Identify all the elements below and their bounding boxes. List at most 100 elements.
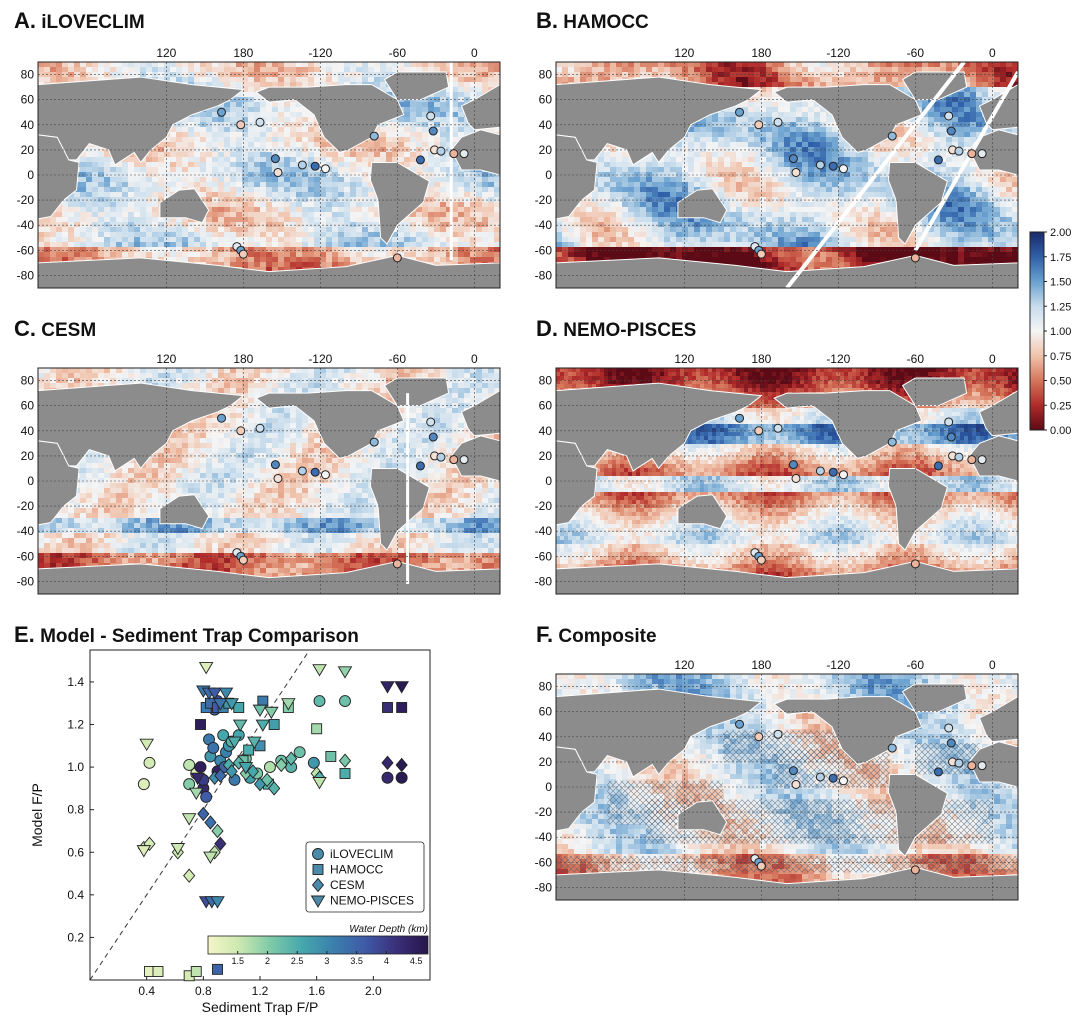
depth-colorbar-label: Water Depth (km) bbox=[349, 924, 428, 935]
data-point-triangle-down bbox=[394, 681, 409, 694]
panel-f-letter: F. bbox=[536, 622, 553, 647]
significance-hatching bbox=[915, 743, 980, 775]
map-y-tick-label: 20 bbox=[21, 449, 35, 463]
sediment-trap-site bbox=[815, 160, 825, 170]
data-point-square bbox=[382, 702, 393, 713]
map-x-tick-label: 0 bbox=[989, 658, 996, 672]
y-tick-label: 0.2 bbox=[67, 930, 84, 944]
map-y-tick-label: 20 bbox=[21, 143, 35, 157]
legend-box bbox=[305, 841, 425, 913]
sediment-trap-site bbox=[428, 432, 438, 442]
legend-label: iLOVECLIM bbox=[330, 847, 393, 861]
data-point-circle bbox=[143, 756, 156, 769]
data-point-triangle-down bbox=[281, 698, 296, 711]
legend-label: HAMOCC bbox=[330, 863, 384, 877]
map-y-tick-label: 80 bbox=[539, 68, 553, 82]
sediment-trap-site bbox=[415, 155, 425, 165]
sediment-trap-site bbox=[946, 432, 956, 442]
sediment-trap-site bbox=[756, 555, 766, 565]
data-point-diamond bbox=[246, 764, 260, 779]
panel-b-letter: B. bbox=[536, 8, 558, 33]
sediment-trap-site bbox=[369, 131, 379, 141]
map-frame bbox=[37, 61, 501, 289]
sediment-trap-site bbox=[238, 249, 248, 259]
map-x-tick-label: -60 bbox=[389, 46, 407, 60]
legend-marker bbox=[310, 895, 326, 908]
depth-tick-label: 4.5 bbox=[410, 956, 423, 966]
land-mass bbox=[677, 188, 728, 224]
map-frame bbox=[555, 367, 1019, 595]
sediment-trap-site bbox=[977, 455, 987, 465]
x-tick-label: 0.8 bbox=[195, 984, 212, 998]
data-point-diamond bbox=[211, 823, 224, 839]
land-mass bbox=[556, 440, 598, 526]
map-y-tick-label: -80 bbox=[535, 574, 553, 588]
map-y-tick-label: -40 bbox=[535, 830, 553, 844]
data-point-square bbox=[233, 702, 245, 713]
map-y-tick-label: -20 bbox=[535, 499, 553, 513]
map-x-tick-label: 0 bbox=[471, 46, 478, 60]
colorbar-gradient bbox=[1029, 231, 1045, 431]
map-y-tick-label: -60 bbox=[535, 243, 553, 257]
sediment-trap-site bbox=[946, 126, 956, 136]
land-mass bbox=[556, 746, 598, 832]
map-y-tick-label: 60 bbox=[21, 399, 35, 413]
map-field bbox=[556, 62, 1018, 288]
sediment-trap-site bbox=[754, 732, 764, 742]
sediment-trap-site bbox=[910, 865, 920, 875]
panel-c-name: CESM bbox=[41, 320, 96, 341]
sediment-trap-site bbox=[788, 460, 798, 470]
sediment-trap-site bbox=[273, 167, 283, 177]
data-point-circle bbox=[217, 729, 230, 742]
data-point-triangle-down bbox=[170, 843, 186, 856]
map-y-tick-label: -40 bbox=[535, 524, 553, 538]
depth-tick-label: 2.5 bbox=[291, 956, 304, 966]
colorbar-tick-label: 0.25 bbox=[1050, 400, 1071, 412]
data-point-square bbox=[396, 702, 408, 713]
data-point-square bbox=[257, 695, 269, 707]
sediment-trap-site bbox=[735, 107, 745, 117]
map-x-tick-label: 120 bbox=[156, 46, 176, 60]
sediment-trap-site bbox=[320, 470, 330, 480]
map-x-tick-label: 0 bbox=[471, 352, 478, 366]
data-point-triangle-down bbox=[224, 698, 239, 711]
sediment-trap-site bbox=[815, 772, 825, 782]
data-point-triangle-down bbox=[190, 772, 205, 786]
data-point-triangle-down bbox=[337, 666, 353, 679]
data-point-triangle-down bbox=[210, 896, 225, 909]
data-point-circle bbox=[194, 761, 207, 774]
land-mass bbox=[901, 377, 968, 407]
sediment-trap-site bbox=[735, 719, 745, 729]
colorbar-tick-label: 1.25 bbox=[1050, 301, 1071, 313]
map-x-tick-label: 180 bbox=[751, 352, 771, 366]
data-point-triangle-down bbox=[139, 738, 154, 752]
missing-data-line bbox=[913, 71, 1018, 252]
sediment-trap-site bbox=[828, 467, 838, 477]
map-x-tick-label: -60 bbox=[907, 352, 925, 366]
sediment-trap-site bbox=[236, 426, 246, 436]
land-mass bbox=[450, 435, 500, 482]
map-x-tick-label: -120 bbox=[826, 352, 850, 366]
y-tick-label: 0.6 bbox=[67, 845, 84, 859]
panel-e-title: E. Model - Sediment Trap Comparison bbox=[14, 622, 359, 648]
panel-d-name: NEMO-PISCES bbox=[563, 320, 696, 341]
data-point-diamond bbox=[204, 815, 217, 830]
scatter-panel-e: 0.4 0.8 1.2 1.6 2.0 0.2 0.4 0.6 0.8 1.0 1.2 1.4 Sedi… bbox=[29, 649, 431, 1015]
map-field bbox=[556, 674, 1018, 900]
sediment-trap-site bbox=[270, 154, 280, 164]
map-frame bbox=[555, 61, 1019, 289]
map-x-tick-label: 0 bbox=[989, 46, 996, 60]
map-y-tick-label: -60 bbox=[535, 549, 553, 563]
land-mass bbox=[383, 71, 450, 101]
sediment-trap-site bbox=[392, 253, 402, 263]
map-field bbox=[38, 368, 500, 594]
data-point-diamond bbox=[268, 781, 281, 796]
land-mass bbox=[901, 683, 968, 713]
sediment-trap-site bbox=[415, 461, 425, 471]
sediment-trap-site bbox=[788, 766, 798, 776]
panel-b-name: HAMOCC bbox=[563, 12, 649, 33]
land-mass bbox=[255, 390, 405, 459]
